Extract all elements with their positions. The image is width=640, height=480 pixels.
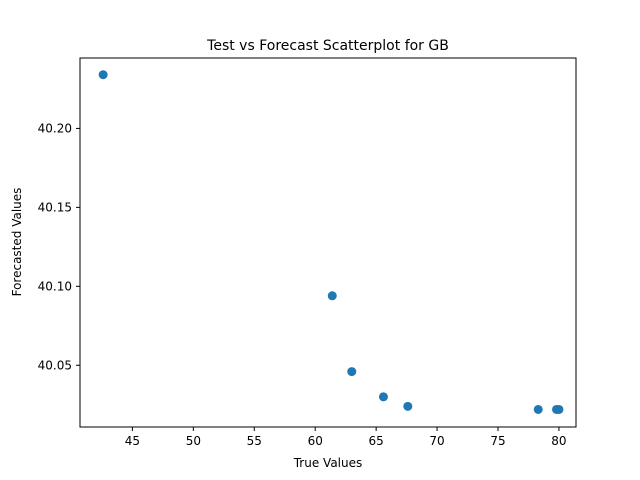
x-tick-label: 45 (125, 434, 140, 448)
x-tick-label: 65 (368, 434, 383, 448)
x-tick-label: 50 (186, 434, 201, 448)
x-tick-label: 55 (247, 434, 262, 448)
x-tick-label: 70 (429, 434, 444, 448)
y-tick-label: 40.05 (38, 358, 72, 372)
scatter-point (403, 401, 413, 411)
chart-title: Test vs Forecast Scatterplot for GB (206, 38, 449, 54)
x-axis: 45 50 55 60 65 70 75 80 (125, 427, 567, 448)
axes-frame (79, 57, 577, 428)
scatter-point (533, 404, 543, 414)
x-axis-title: True Values (293, 456, 363, 470)
x-tick-label: 75 (490, 434, 505, 448)
y-tick-label: 40.15 (38, 200, 72, 214)
scatter-point (98, 70, 108, 80)
scatter-point (554, 404, 564, 414)
y-axis-title: Forecasted Values (10, 188, 24, 297)
x-tick-label: 80 (551, 434, 566, 448)
scatter-point (347, 367, 357, 377)
plot-area (98, 70, 564, 414)
y-tick-label: 40.20 (38, 121, 72, 135)
x-tick-label: 60 (308, 434, 323, 448)
scatter-point (327, 291, 337, 301)
y-tick-label: 40.10 (38, 279, 72, 293)
scatter-point (378, 392, 388, 402)
y-axis: 40.05 40.10 40.15 40.20 (38, 121, 80, 372)
